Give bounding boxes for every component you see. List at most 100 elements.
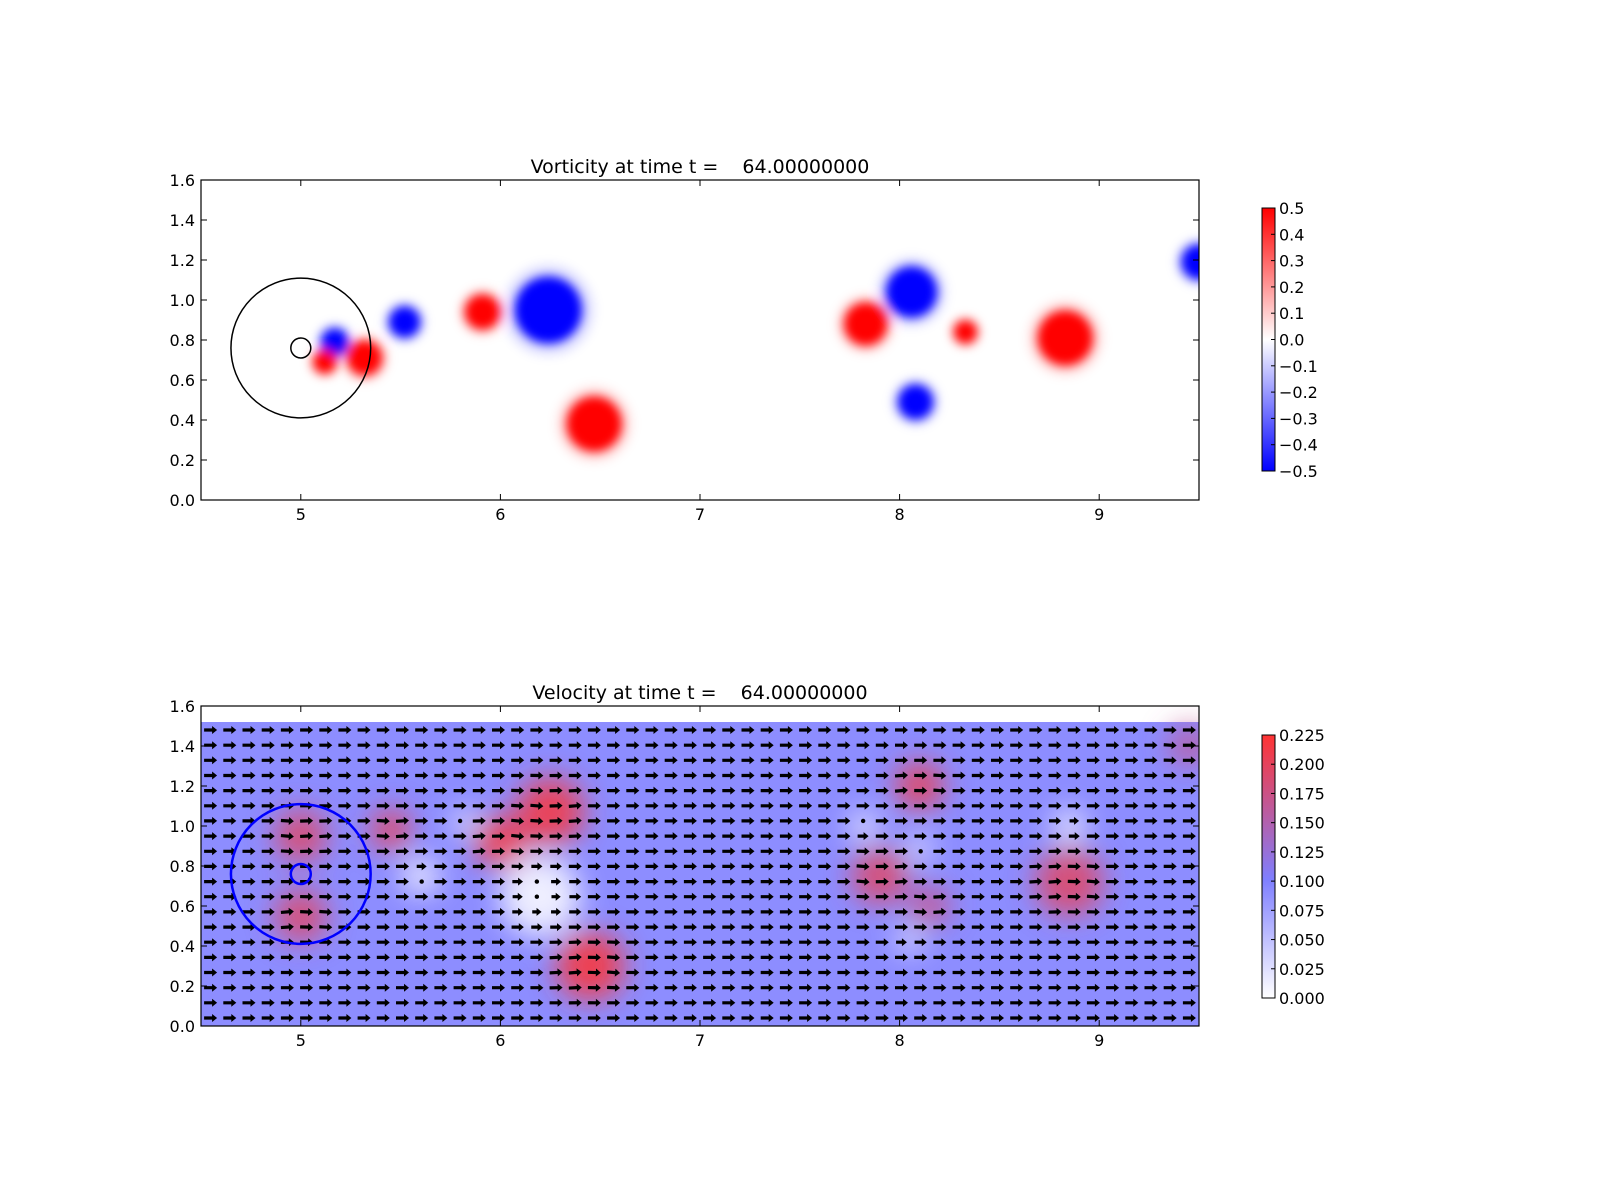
speed-region: [452, 810, 477, 834]
quiver-dot: [860, 818, 866, 824]
quiver-arrow: [837, 877, 851, 886]
quiver-arrow: [453, 983, 467, 992]
quiver-arrow: [741, 892, 755, 901]
quiver-arrow: [779, 1014, 793, 1022]
quiver-arrow: [434, 953, 448, 962]
quiver-arrow: [434, 862, 448, 871]
quiver-arrow: [396, 968, 409, 977]
quiver-arrow: [683, 862, 697, 871]
quiver-arrow: [242, 877, 256, 886]
quiver-arrow: [1010, 741, 1024, 750]
quiver-arrow: [492, 877, 505, 886]
quiver-arrow: [415, 953, 429, 962]
quiver-arrow: [568, 847, 582, 856]
quiver-arrow: [952, 726, 966, 734]
quiver-arrow: [511, 801, 525, 810]
quiver-arrow: [415, 1014, 429, 1022]
quiver-arrow: [1010, 756, 1024, 765]
quiver-arrow: [722, 953, 736, 962]
quiver-arrow: [856, 907, 870, 916]
quiver-arrow: [434, 923, 448, 932]
quiver-arrow: [396, 1014, 409, 1022]
quiver-arrow: [300, 832, 314, 841]
quiver-arrow: [626, 953, 640, 962]
quiver-arrow: [280, 877, 294, 886]
quiver-arrow: [223, 938, 237, 947]
quiver-arrow: [626, 832, 640, 841]
quiver-arrow: [895, 968, 908, 977]
quiver-arrow: [376, 938, 390, 947]
x-tick-label: 8: [895, 1031, 905, 1050]
quiver-arrow: [568, 983, 582, 992]
quiver-arrow: [223, 726, 237, 734]
quiver-arrow: [492, 907, 505, 916]
quiver-arrow: [837, 983, 851, 992]
quiver-arrow: [1086, 741, 1100, 750]
quiver-arrow: [319, 832, 333, 840]
y-tick-label: 1.6: [170, 697, 195, 716]
quiver-arrow: [1106, 801, 1120, 810]
quiver-arrow: [703, 862, 717, 871]
colorbar-tick-label: 0.150: [1279, 814, 1325, 833]
quiver-arrow: [991, 832, 1004, 841]
quiver-arrow: [799, 968, 813, 977]
quiver-arrow: [799, 1014, 813, 1022]
quiver-arrow: [530, 953, 544, 962]
quiver-arrow: [683, 968, 697, 977]
quiver-arrow: [492, 801, 505, 810]
quiver-arrow: [1010, 862, 1024, 871]
quiver-arrow: [204, 877, 218, 886]
quiver-arrow: [664, 847, 678, 856]
quiver-arrow: [741, 938, 755, 947]
quiver-arrow: [300, 968, 314, 977]
quiver-arrow: [1067, 892, 1081, 901]
quiver-arrow: [491, 847, 505, 856]
quiver-arrow: [261, 847, 275, 856]
quiver-arrow: [338, 862, 352, 871]
quiver-arrow: [568, 923, 582, 932]
quiver-arrow: [1106, 1014, 1120, 1022]
quiver-arrow: [223, 771, 237, 780]
quiver-arrow: [626, 816, 640, 825]
quiver-arrow: [204, 832, 218, 841]
quiver-arrow: [779, 892, 793, 901]
quiver-arrow: [1029, 832, 1043, 841]
quiver-arrow: [664, 983, 678, 992]
quiver-arrow: [511, 786, 525, 795]
quiver-arrow: [1163, 801, 1177, 810]
quiver-arrow: [1163, 877, 1177, 886]
quiver-arrow: [895, 907, 908, 916]
quiver-arrow: [396, 786, 409, 795]
quiver-arrow: [1067, 877, 1081, 886]
colorbar-tick-label: 0.1: [1279, 304, 1304, 323]
quiver-arrow: [1163, 983, 1177, 992]
quiver-arrow: [261, 907, 275, 916]
quiver-arrow: [664, 877, 678, 886]
quiver-arrow: [396, 907, 409, 916]
quiver-arrow: [1163, 741, 1177, 750]
quiver-arrow: [223, 786, 237, 795]
quiver-arrow: [664, 726, 678, 734]
quiver-arrow: [568, 832, 582, 841]
quiver-arrow: [357, 741, 371, 750]
quiver-arrow: [683, 1014, 697, 1022]
quiver-arrow: [645, 1014, 659, 1022]
quiver-arrow: [453, 968, 467, 977]
quiver-arrow: [531, 862, 543, 871]
quiver-arrow: [799, 771, 813, 780]
quiver-arrow: [779, 771, 793, 780]
quiver-arrow: [300, 907, 314, 916]
quiver-arrow: [645, 877, 659, 886]
quiver-arrow: [1029, 862, 1043, 871]
quiver-arrow: [1029, 741, 1043, 750]
quiver-arrow: [607, 862, 621, 871]
quiver-arrow: [1144, 907, 1158, 916]
quiver-arrow: [818, 968, 832, 977]
quiver-arrow: [1069, 816, 1080, 825]
quiver-arrow: [357, 938, 371, 947]
quiver-arrow: [1106, 847, 1120, 856]
speed-region: [849, 812, 878, 840]
quiver-arrow: [1048, 892, 1062, 901]
quiver-arrow: [492, 741, 505, 750]
quiver-arrow: [1067, 801, 1081, 810]
